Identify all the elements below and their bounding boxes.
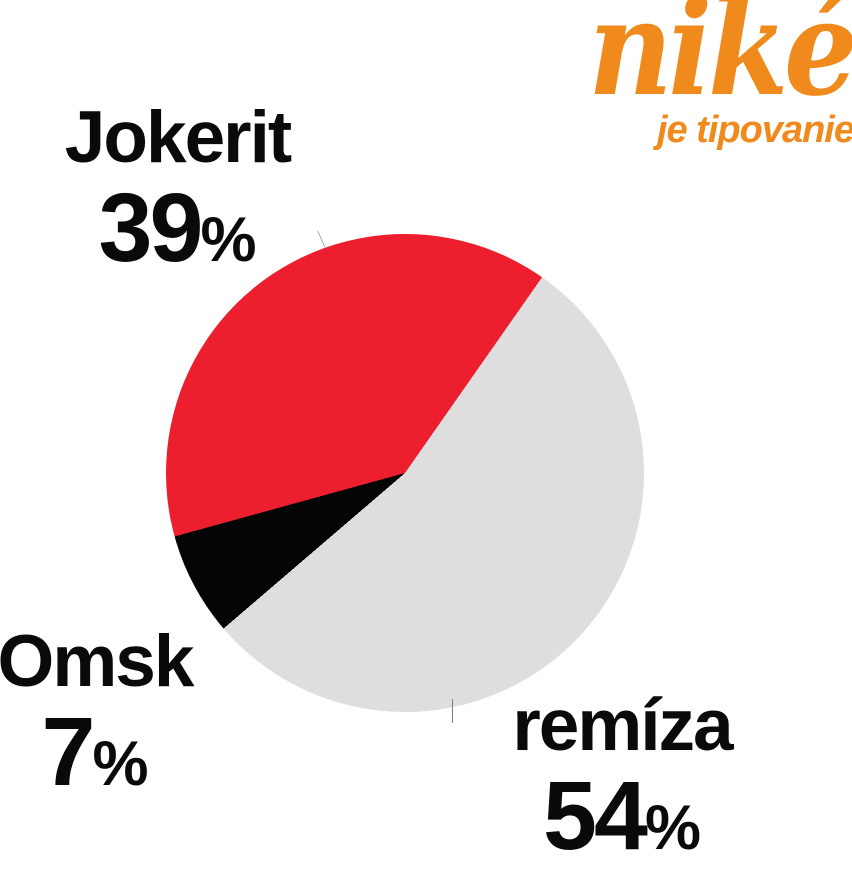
- jokerit-label-text: Jokerit: [64, 97, 292, 178]
- remiza-label-text: remíza: [512, 685, 733, 766]
- slice-label-remiza: remíza 54%: [462, 688, 782, 867]
- nike-logo-tagline: je tipovanie: [656, 109, 852, 151]
- pie-chart: [166, 234, 644, 712]
- jokerit-percent-sign: %: [200, 204, 257, 275]
- jokerit-value: 39: [98, 172, 204, 282]
- omsk-label-text: Omsk: [0, 621, 194, 702]
- remiza-value: 54: [543, 760, 648, 870]
- nike-logo-wordmark: niké: [588, 0, 852, 126]
- omsk-value-line: 7%: [0, 701, 210, 803]
- remiza-percent-sign: %: [644, 792, 701, 863]
- slice-label-omsk: Omsk 7%: [0, 624, 210, 803]
- jokerit-value-line: 39%: [20, 177, 335, 279]
- remiza-value-line: 54%: [462, 765, 782, 867]
- omsk-value: 7: [41, 696, 96, 806]
- nike-logo: niké je tipovanie: [552, 0, 852, 150]
- omsk-percent-sign: %: [92, 728, 149, 799]
- slice-label-jokerit: Jokerit 39%: [20, 100, 335, 279]
